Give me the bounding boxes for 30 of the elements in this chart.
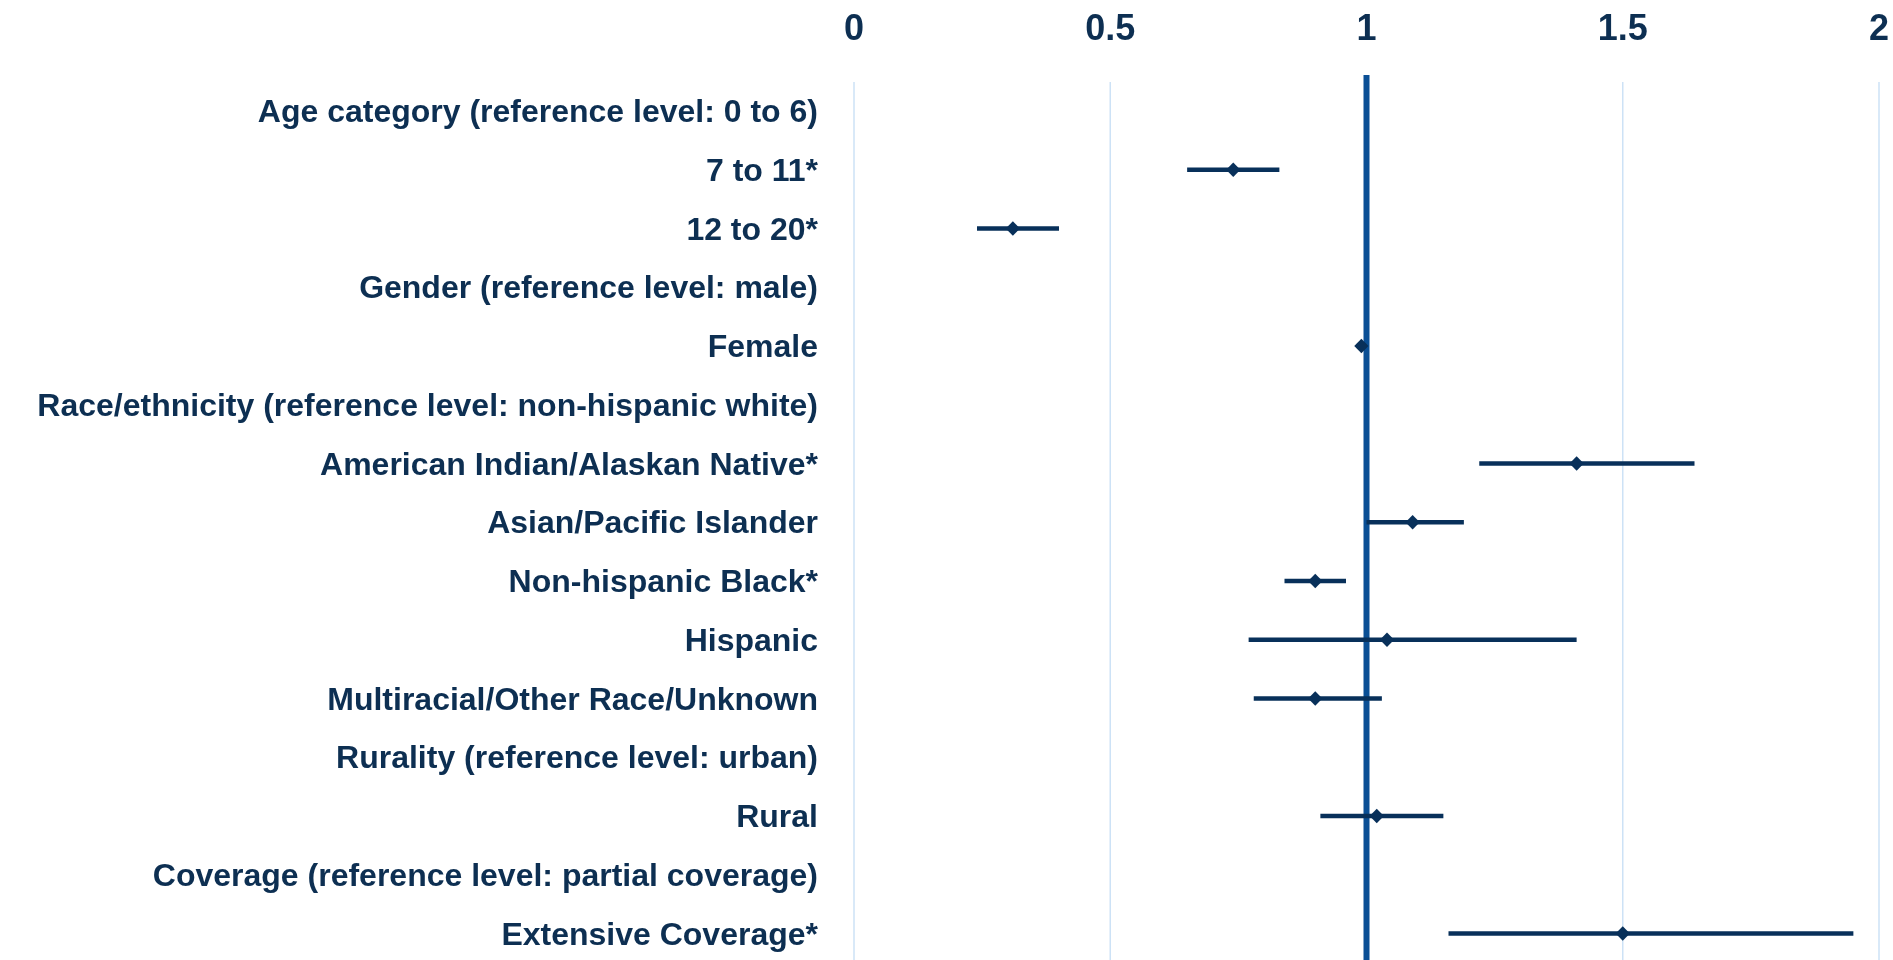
point bbox=[1354, 338, 1369, 354]
point bbox=[1405, 515, 1420, 530]
y-tick-label: Gender (reference level: male) bbox=[359, 269, 818, 306]
point bbox=[1569, 456, 1584, 471]
y-tick-label: 7 to 11* bbox=[705, 151, 819, 188]
x-tick-label: 2 bbox=[1868, 6, 1890, 48]
point bbox=[1005, 221, 1021, 236]
point bbox=[1615, 926, 1630, 941]
y-tick-label: Rural bbox=[736, 798, 818, 834]
point bbox=[1226, 162, 1241, 177]
y-tick-label: Age category (reference level: 0 to 6) bbox=[257, 93, 818, 129]
y-tick-label: Hispanic bbox=[684, 621, 818, 658]
y-tick-label: 12 to 20* bbox=[686, 210, 819, 247]
x-tick-label: 1.5 bbox=[1597, 6, 1648, 48]
point bbox=[1308, 691, 1323, 706]
x-tick-label: 0 bbox=[843, 6, 865, 48]
y-tick-label: Extensive Coverage* bbox=[501, 915, 819, 952]
y-tick-label: Asian/Pacific Islander bbox=[487, 504, 818, 541]
x-tick-label: 1 bbox=[1356, 6, 1377, 48]
point bbox=[1369, 808, 1384, 824]
y-tick-label: Race/ethnicity (reference level: non-hispanic white) bbox=[37, 386, 818, 423]
x-tick-label: 0.5 bbox=[1085, 6, 1136, 48]
y-tick-label: American Indian/Alaskan Native* bbox=[320, 445, 819, 482]
point bbox=[1379, 632, 1395, 647]
y-tick-label: Multiracial/Other Race/Unknown bbox=[327, 680, 818, 717]
y-tick-label: Rurality (reference level: urban) bbox=[336, 739, 818, 776]
point bbox=[1308, 573, 1323, 589]
y-tick-label: Female bbox=[707, 328, 818, 364]
y-tick-label: Coverage (reference level: partial coverage) bbox=[152, 856, 818, 893]
y-tick-label: Non-hispanic Black* bbox=[508, 563, 819, 599]
